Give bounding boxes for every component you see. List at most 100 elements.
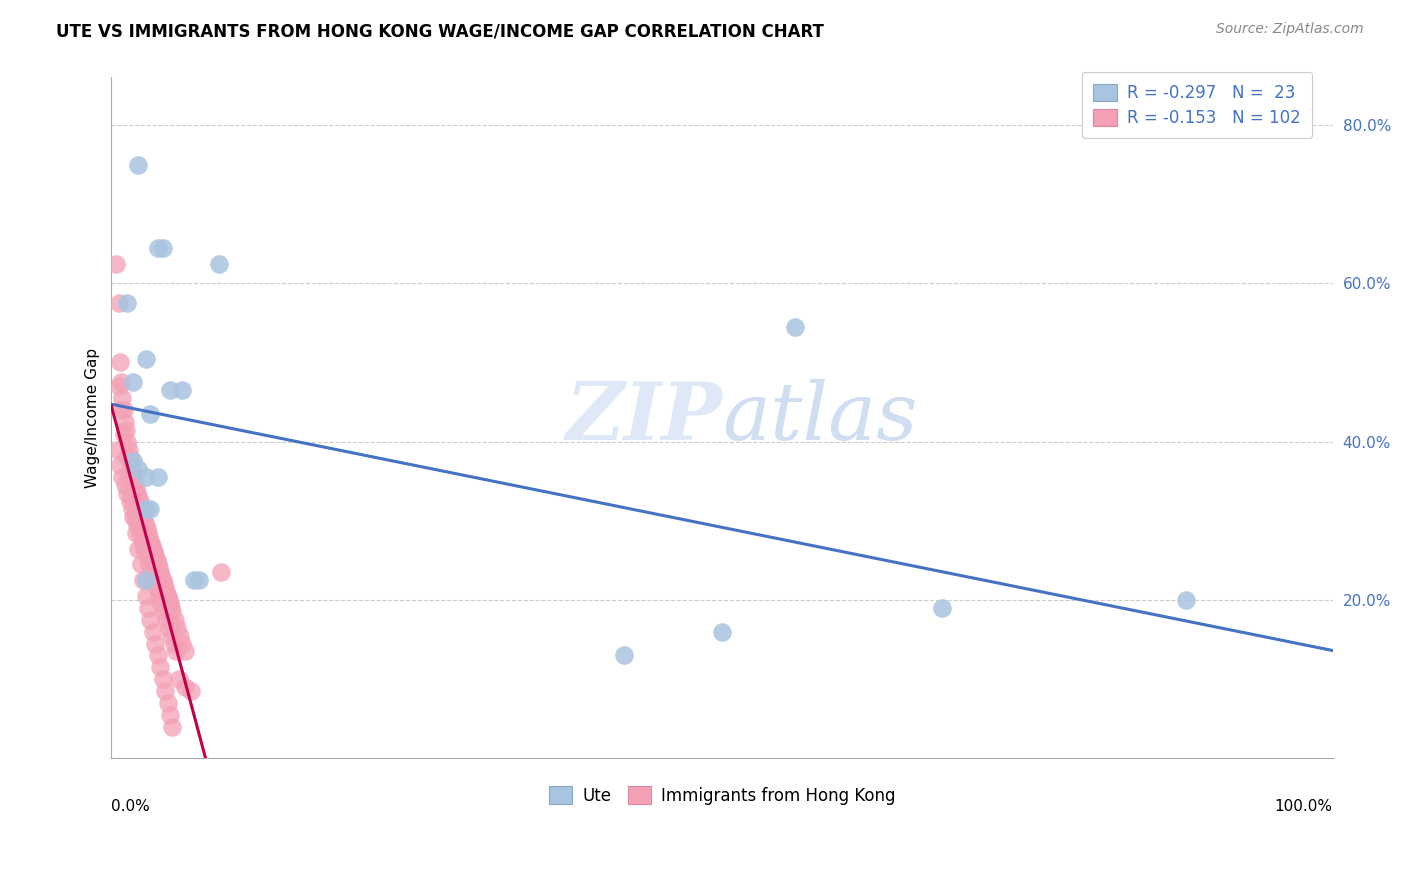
Point (145, 549, 167, 564)
Point (107, 442, 129, 457)
Point (145, 636, 167, 650)
Point (153, 684, 176, 698)
Point (117, 486, 139, 500)
Point (118, 494, 141, 508)
Point (134, 541, 156, 556)
Point (142, 541, 165, 556)
Point (132, 573, 155, 587)
Point (150, 569, 173, 583)
Point (108, 458, 131, 473)
Point (115, 423, 138, 437)
Y-axis label: Wage/Income Gap: Wage/Income Gap (86, 348, 100, 488)
Point (153, 605, 176, 619)
Point (172, 636, 194, 650)
Point (110, 376, 132, 390)
Point (160, 629, 183, 643)
Point (105, 256, 128, 270)
Point (146, 648, 169, 663)
Point (124, 509, 146, 524)
Point (143, 573, 166, 587)
Point (108, 355, 131, 369)
Point (785, 319, 807, 334)
Point (124, 478, 146, 492)
Point (136, 525, 159, 540)
Point (131, 533, 153, 548)
Point (122, 376, 145, 390)
Point (139, 613, 162, 627)
Point (931, 601, 953, 615)
Point (146, 241, 169, 255)
Point (135, 517, 157, 532)
Point (162, 605, 184, 619)
Point (125, 517, 148, 532)
Point (127, 490, 149, 504)
Point (117, 296, 139, 310)
Point (162, 720, 184, 734)
Point (155, 585, 177, 599)
Point (152, 573, 174, 587)
Point (148, 561, 170, 575)
Point (711, 624, 734, 639)
Point (117, 442, 139, 457)
Point (135, 573, 157, 587)
Point (183, 573, 205, 587)
Point (120, 458, 142, 473)
Point (143, 545, 166, 559)
Point (107, 296, 129, 310)
Point (139, 407, 162, 421)
Point (208, 256, 231, 270)
Point (139, 533, 162, 548)
Point (153, 577, 176, 591)
Point (121, 502, 143, 516)
Text: Source: ZipAtlas.com: Source: ZipAtlas.com (1216, 22, 1364, 37)
Point (141, 566, 163, 580)
Point (1175, 593, 1198, 607)
Point (135, 351, 157, 366)
Point (167, 672, 190, 686)
Point (139, 502, 162, 516)
Point (110, 403, 132, 417)
Point (114, 478, 136, 492)
Point (117, 434, 139, 449)
Point (114, 415, 136, 429)
Point (129, 502, 152, 516)
Point (145, 581, 167, 595)
Point (157, 621, 180, 635)
Point (107, 379, 129, 393)
Point (128, 525, 150, 540)
Point (138, 530, 160, 544)
Point (156, 696, 179, 710)
Point (125, 525, 148, 540)
Point (138, 558, 160, 572)
Point (166, 621, 188, 635)
Point (135, 522, 157, 536)
Point (128, 494, 150, 508)
Point (141, 538, 163, 552)
Point (117, 470, 139, 484)
Text: atlas: atlas (723, 379, 918, 457)
Point (188, 573, 211, 587)
Point (173, 680, 195, 694)
Point (112, 403, 135, 417)
Point (145, 553, 167, 567)
Point (173, 644, 195, 658)
Text: ZIP: ZIP (565, 379, 723, 457)
Point (146, 558, 169, 572)
Point (152, 672, 174, 686)
Text: UTE VS IMMIGRANTS FROM HONG KONG WAGE/INCOME GAP CORRELATION CHART: UTE VS IMMIGRANTS FROM HONG KONG WAGE/IN… (56, 22, 824, 40)
Point (153, 581, 176, 595)
Point (111, 470, 134, 484)
Point (135, 502, 157, 516)
Point (159, 707, 181, 722)
Text: 0.0%: 0.0% (111, 799, 150, 814)
Point (127, 541, 149, 556)
Legend: Ute, Immigrants from Hong Kong: Ute, Immigrants from Hong Kong (541, 780, 903, 812)
Point (172, 383, 194, 397)
Point (160, 601, 183, 615)
Point (209, 566, 232, 580)
Point (112, 426, 135, 441)
Point (135, 589, 157, 603)
Point (131, 506, 153, 520)
Point (159, 383, 181, 397)
Point (159, 597, 181, 611)
